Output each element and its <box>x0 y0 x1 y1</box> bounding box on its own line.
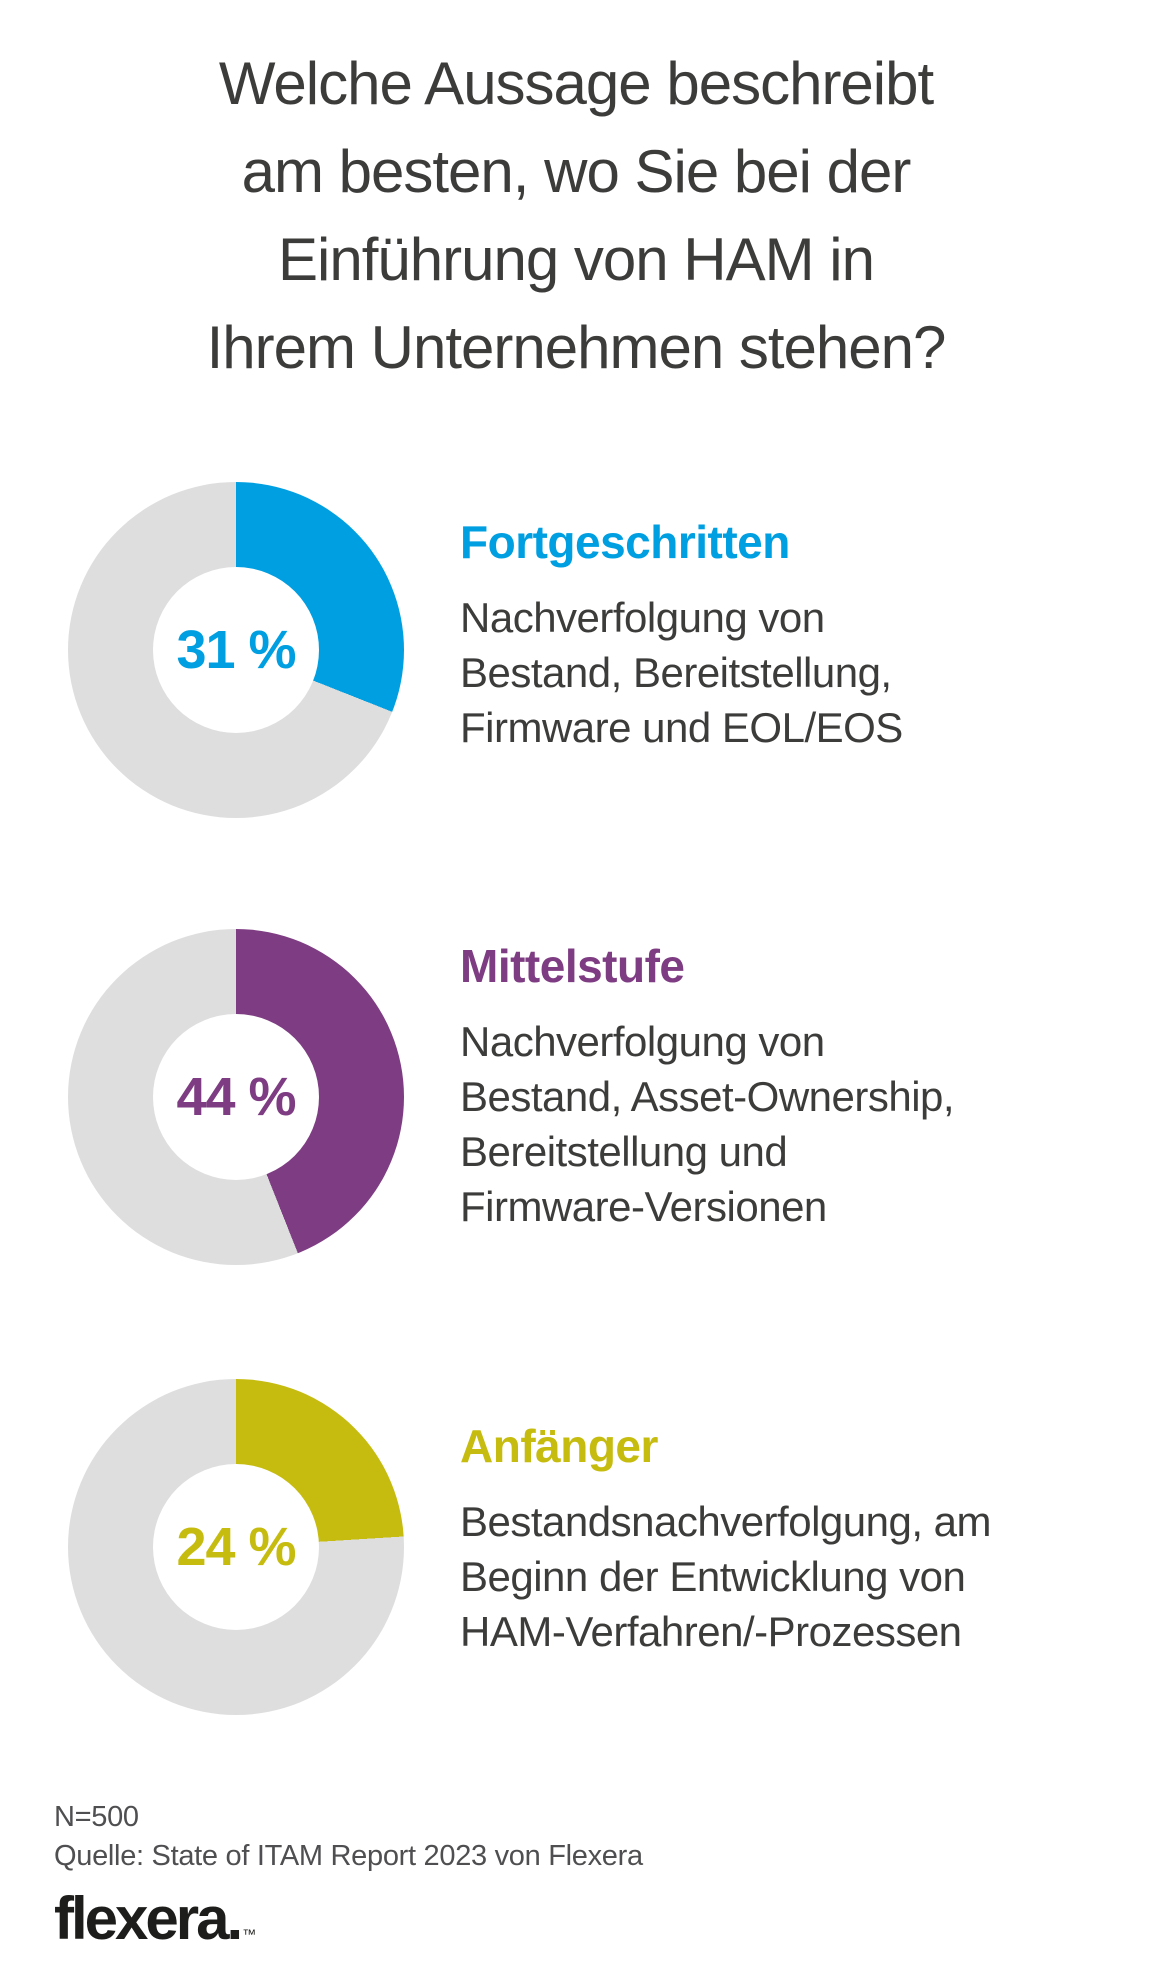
donut-chart-fortgeschritten: 31 % <box>68 482 404 818</box>
text-block-fortgeschritten: Fortgeschritten Nachverfolgung von Besta… <box>460 512 1100 755</box>
donut-hole: 24 % <box>153 1464 319 1630</box>
source-attribution: Quelle: State of ITAM Report 2023 von Fl… <box>54 1840 643 1872</box>
flexera-logo-text: flexera. <box>54 1885 243 1952</box>
donut-chart-mittelstufe: 44 % <box>68 929 404 1265</box>
donut-value-label: 31 % <box>176 620 296 680</box>
segment-description-line: HAM-Verfahren/-Prozessen <box>460 1608 962 1655</box>
segment-description-line: Bestand, Bereitstellung, <box>460 649 892 696</box>
chart-title-line: Einführung von HAM in <box>278 226 875 293</box>
donut-chart-anfaenger: 24 % <box>68 1379 404 1715</box>
donut-value-label: 44 % <box>176 1067 296 1127</box>
segment-label-mittelstufe: Mittelstufe <box>460 940 685 992</box>
chart-title-line: am besten, wo Sie bei der <box>241 138 912 205</box>
segment-description-line: Beginn der Entwicklung von <box>460 1553 966 1600</box>
chart-title-line: Ihrem Unternehmen stehen? <box>206 314 947 381</box>
segment-description-line: Firmware und EOL/EOS <box>460 704 903 751</box>
text-block-anfaenger: Anfänger Bestandsnachverfolgung, am Begi… <box>460 1416 1100 1659</box>
text-block-mittelstufe: Mittelstufe Nachverfolgung von Bestand, … <box>460 936 1100 1234</box>
donut-value-label: 24 % <box>176 1517 296 1577</box>
segment-description-line: Bestandsnachverfolgung, am <box>460 1498 992 1545</box>
segment-description-line: Nachverfolgung von <box>460 1018 825 1065</box>
segment-description-line: Bereitstellung und <box>460 1128 788 1175</box>
sample-size: N=500 <box>54 1801 139 1833</box>
segment-description-line: Bestand, Asset-Ownership, <box>460 1073 955 1120</box>
chart-title: Welche Aussage beschreibt am besten, wo … <box>0 40 1152 392</box>
donut-hole: 44 % <box>153 1014 319 1180</box>
chart-title-line: Welche Aussage beschreibt <box>218 50 934 117</box>
trademark-symbol: ™ <box>242 1926 257 1942</box>
segment-label-anfaenger: Anfänger <box>460 1420 658 1472</box>
segment-description-line: Nachverfolgung von <box>460 594 825 641</box>
segment-description-line: Firmware-Versionen <box>460 1183 827 1230</box>
segment-label-fortgeschritten: Fortgeschritten <box>460 516 790 568</box>
flexera-logo: flexera. ™ <box>54 1884 1054 1953</box>
donut-hole: 31 % <box>153 567 319 733</box>
footer: N=500 Quelle: State of ITAM Report 2023 … <box>54 1798 1054 1953</box>
